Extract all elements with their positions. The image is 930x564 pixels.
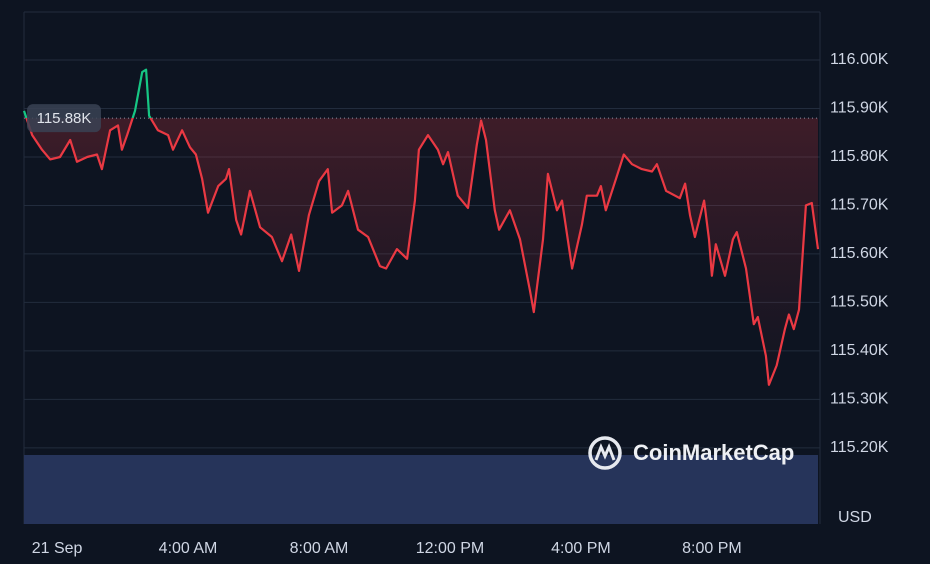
y-tick-label: 115.70K xyxy=(830,197,889,214)
y-tick-label: 115.60K xyxy=(830,245,889,262)
price-line xyxy=(22,68,820,386)
y-tick-label: 115.50K xyxy=(830,294,889,311)
y-tick-label: 115.40K xyxy=(830,342,889,359)
y-tick-label: 115.30K xyxy=(830,391,889,408)
y-tick-label: 115.90K xyxy=(830,100,889,117)
x-tick-label: 4:00 PM xyxy=(551,540,611,557)
y-unit-label: USD xyxy=(838,509,872,526)
x-tick-label: 21 Sep xyxy=(32,540,83,557)
baseline-label: 115.88K xyxy=(37,110,92,127)
y-tick-label: 116.00K xyxy=(830,51,889,68)
watermark-logo-mark xyxy=(594,443,616,461)
y-tick-label: 115.20K xyxy=(830,439,889,456)
watermark: CoinMarketCap xyxy=(588,436,794,470)
volume-block xyxy=(24,455,818,524)
watermark-text: CoinMarketCap xyxy=(633,440,794,465)
x-tick-label: 8:00 PM xyxy=(682,540,742,557)
watermark-logo xyxy=(588,436,622,470)
x-tick-label: 4:00 AM xyxy=(159,540,218,557)
series-group xyxy=(22,68,820,386)
baseline-label-box xyxy=(27,104,101,133)
y-tick-label: 115.80K xyxy=(830,148,889,165)
x-tick-label: 8:00 AM xyxy=(290,540,349,557)
area-fill xyxy=(24,118,818,385)
x-tick-label: 12:00 PM xyxy=(416,540,484,557)
